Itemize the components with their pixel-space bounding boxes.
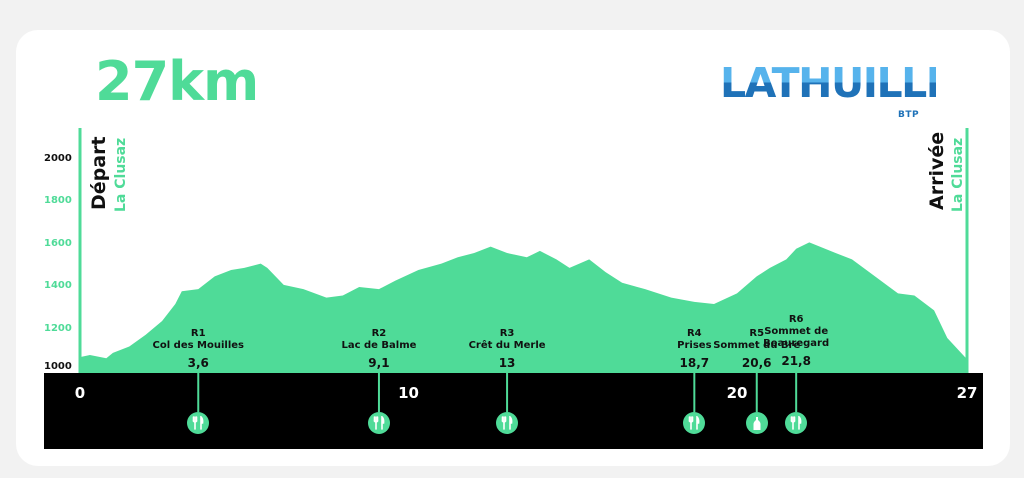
station-label-r6: R6 Sommet de Beauregard 21,8 — [760, 314, 832, 368]
race-distance: 27km — [95, 50, 259, 113]
station-name: Crêt du Merle — [468, 340, 546, 351]
station-code: R2 — [371, 328, 387, 339]
finish-label: Arrivée — [926, 131, 948, 210]
station-code: R1 — [190, 328, 206, 339]
station-code: R4 — [686, 328, 702, 339]
x-tick-label: 0 — [74, 384, 86, 402]
start-place: La Clusaz — [113, 137, 129, 212]
station-label-r2: R2 Lac de Balme 9,1 — [341, 328, 416, 370]
station-label-r4: R4 Prises 18,7 — [677, 328, 711, 370]
sponsor-logo-sub: BTP — [898, 110, 920, 120]
station-label-r3: R3 Crêt du Merle 13 — [469, 328, 546, 370]
start-label: Départ — [88, 136, 110, 210]
utensils-icon — [785, 412, 808, 434]
y-tick-label: 1600 — [44, 237, 72, 249]
station-km: 20,6 — [741, 356, 772, 370]
station-km: 13 — [498, 356, 516, 370]
y-tick-label: 1000 — [44, 361, 72, 372]
utensils-icon — [367, 412, 390, 434]
station-name: Lac de Balme — [341, 340, 417, 351]
y-tick-label: 1800 — [44, 195, 72, 206]
finish-place: La Clusaz — [950, 137, 966, 212]
station-name: Sommet de Beauregard — [763, 326, 830, 349]
station-km: 18,7 — [679, 356, 710, 370]
x-tick-label: 20 — [726, 384, 748, 402]
y-tick-label: 2000 — [44, 152, 72, 164]
station-km: 3,6 — [187, 356, 209, 370]
x-tick-label: 10 — [398, 384, 419, 402]
utensils-icon — [496, 412, 519, 434]
station-code: R3 — [499, 328, 515, 339]
station-code: R6 — [788, 314, 804, 325]
utensils-icon — [187, 412, 210, 434]
x-tick-label: 27 — [956, 384, 978, 402]
station-code: R5 — [749, 328, 765, 339]
station-name: Prises — [677, 340, 712, 351]
distance-band — [44, 373, 983, 449]
y-tick-label: 1200 — [44, 322, 72, 334]
y-tick-label: 1400 — [44, 280, 72, 291]
station-name: Sommet du Bre — [713, 340, 801, 351]
station-name: Col des Mouilles — [152, 340, 244, 351]
station-label-r1: R1 Col des Mouilles 3,6 — [153, 328, 244, 370]
utensils-icon — [683, 412, 706, 434]
water-bottle-icon — [745, 412, 768, 434]
elevation-area — [80, 242, 967, 376]
station-label-r5: R5 Sommet du Bre 20,6 — [713, 328, 800, 370]
station-km: 9,1 — [368, 356, 390, 370]
sponsor-logo-name: LATHUILLE — [720, 59, 954, 107]
station-km: 21,8 — [781, 354, 811, 368]
